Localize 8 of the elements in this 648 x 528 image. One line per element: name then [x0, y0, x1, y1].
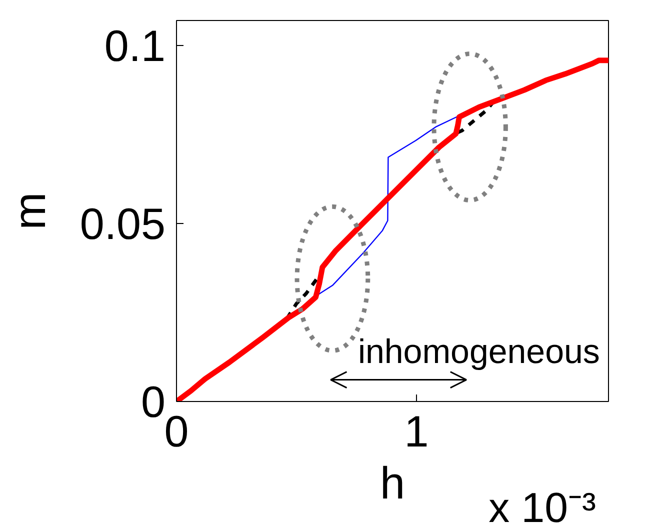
- text: x 10⁻³: [488, 484, 596, 528]
- y-tick-label: 0.1: [104, 22, 166, 71]
- y-axis-title: m: [4, 192, 55, 230]
- y-tick-label: 0.05: [80, 200, 166, 249]
- annotation: inhomogeneous: [358, 332, 600, 371]
- y-tick-label: 0: [141, 378, 166, 427]
- x-axis-title: h: [380, 458, 406, 508]
- x-tick-label: 1: [404, 408, 429, 456]
